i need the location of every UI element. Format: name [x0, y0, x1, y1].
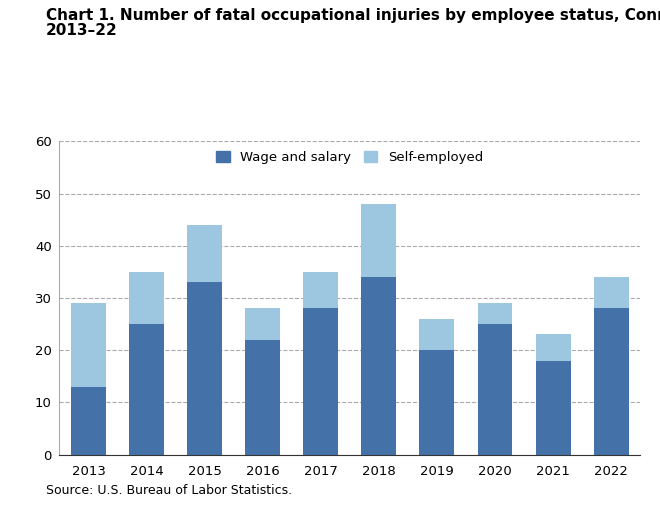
Bar	[536, 334, 570, 361]
Text: Chart 1. Number of fatal occupational injuries by employee status, Connecticut,: Chart 1. Number of fatal occupational in…	[46, 8, 660, 23]
Legend: Wage and salary, Self-employed: Wage and salary, Self-employed	[214, 148, 486, 166]
Bar	[420, 319, 454, 350]
Bar	[71, 303, 106, 387]
Bar	[187, 282, 222, 454]
Bar	[362, 204, 396, 277]
Bar	[129, 324, 164, 454]
Bar	[420, 350, 454, 454]
Bar	[478, 324, 512, 454]
Text: Source: U.S. Bureau of Labor Statistics.: Source: U.S. Bureau of Labor Statistics.	[46, 484, 292, 497]
Bar	[304, 309, 338, 454]
Bar	[187, 225, 222, 282]
Bar	[304, 272, 338, 309]
Bar	[362, 277, 396, 454]
Bar	[478, 303, 512, 324]
Bar	[246, 309, 280, 340]
Bar	[71, 387, 106, 454]
Bar	[594, 277, 628, 309]
Bar	[594, 309, 628, 454]
Bar	[129, 272, 164, 324]
Bar	[246, 340, 280, 454]
Bar	[536, 361, 570, 454]
Text: 2013–22: 2013–22	[46, 23, 118, 38]
